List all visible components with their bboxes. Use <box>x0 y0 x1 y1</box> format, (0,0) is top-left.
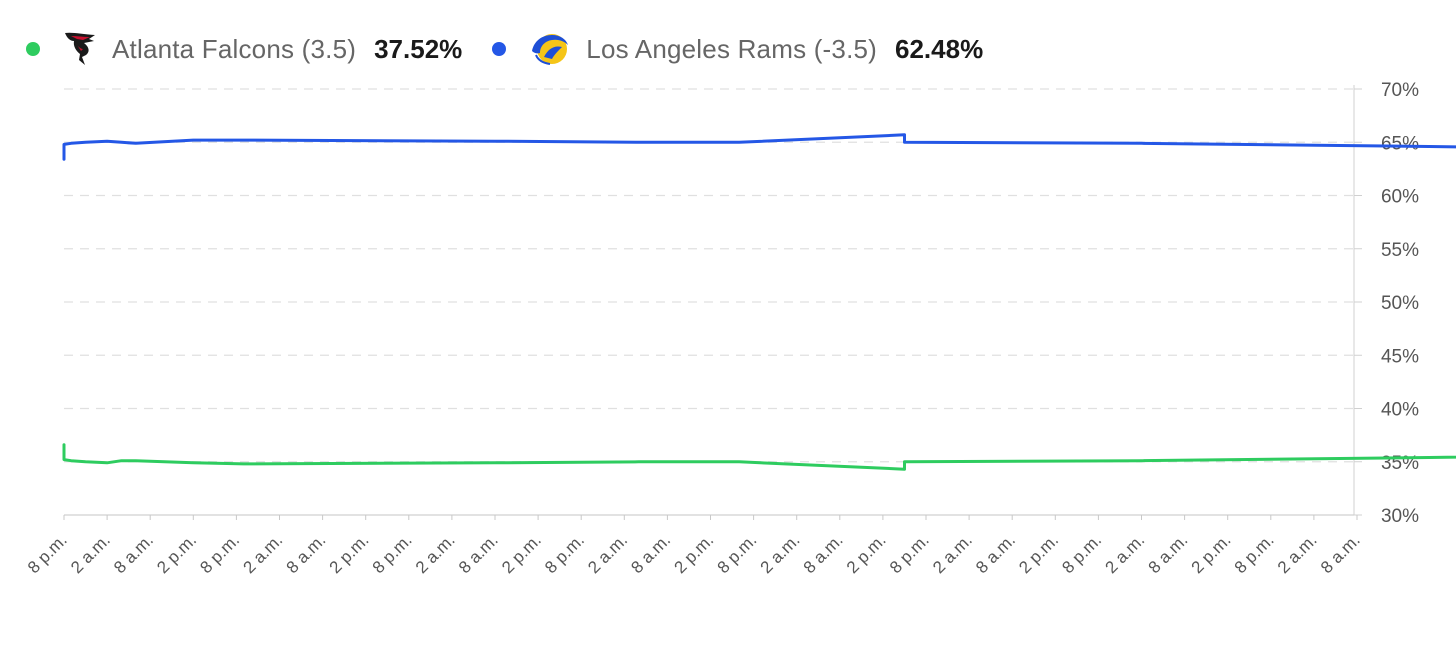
y-tick-label: 35% <box>1381 453 1419 474</box>
x-tick-label: 8 p.m. <box>714 530 761 577</box>
x-tick-label: 8 p.m. <box>886 530 933 577</box>
x-tick-label: 2 p.m. <box>1188 530 1235 577</box>
y-tick-label: 40% <box>1381 400 1419 421</box>
y-tick-label: 55% <box>1381 240 1419 261</box>
x-tick-label: 8 p.m. <box>1058 530 1105 577</box>
x-tick-label: 8 p.m. <box>196 530 243 577</box>
x-tick-label: 2 a.m. <box>412 530 459 577</box>
x-axis-ticks: 8 p.m.2 a.m.8 a.m.2 p.m.8 p.m.2 a.m.8 a.… <box>24 515 1364 577</box>
series-line-rams[interactable] <box>62 133 1456 189</box>
x-tick-label: 2 a.m. <box>929 530 976 577</box>
x-tick-label: 2 a.m. <box>1274 530 1321 577</box>
x-tick-label: 8 a.m. <box>283 530 330 577</box>
x-tick-label: 2 a.m. <box>1101 530 1148 577</box>
x-tick-label: 8 p.m. <box>369 530 416 577</box>
x-tick-label: 2 a.m. <box>67 530 114 577</box>
x-tick-label: 8 a.m. <box>627 530 674 577</box>
legend-value-rams: 62.48% <box>895 33 984 64</box>
rams-logo-icon <box>532 34 569 65</box>
legend-item-rams[interactable]: Los Angeles Rams (-3.5) 62.48% <box>492 29 983 69</box>
y-axis-ticks: 70% 65% 60% 55% 50% 45% 40% 35% 30% <box>1354 80 1419 527</box>
y-tick-label: 70% <box>1381 80 1419 101</box>
x-tick-label: 8 p.m. <box>541 530 588 577</box>
legend-dot-rams <box>492 42 507 56</box>
x-tick-label: 2 p.m. <box>843 530 890 577</box>
series-lines <box>62 133 1456 471</box>
x-tick-label: 8 a.m. <box>800 530 847 577</box>
x-tick-label: 2 a.m. <box>584 530 631 577</box>
legend: Atlanta Falcons (3.5) 37.52% Los Angeles… <box>26 24 1013 74</box>
legend-item-falcons[interactable]: Atlanta Falcons (3.5) 37.52% <box>26 29 462 69</box>
legend-label-rams: Los Angeles Rams (-3.5) <box>586 33 878 64</box>
x-tick-label: 8 a.m. <box>110 530 157 577</box>
x-tick-label: 8 a.m. <box>1317 530 1364 577</box>
y-tick-label: 30% <box>1381 506 1419 527</box>
y-tick-label: 65% <box>1381 133 1419 154</box>
x-tick-label: 8 a.m. <box>455 530 502 577</box>
y-tick-label: 60% <box>1381 187 1419 208</box>
x-tick-label: 2 p.m. <box>153 530 200 577</box>
legend-value-falcons: 37.52% <box>374 33 463 64</box>
x-tick-label: 8 p.m. <box>1231 530 1278 577</box>
x-tick-label: 2 p.m. <box>670 530 717 577</box>
y-tick-label: 50% <box>1381 293 1419 314</box>
x-tick-label: 2 p.m. <box>326 530 373 577</box>
falcons-logo-icon <box>65 32 95 65</box>
x-tick-label: 8 a.m. <box>1145 530 1192 577</box>
y-tick-label: 45% <box>1381 346 1419 367</box>
x-tick-label: 8 p.m. <box>24 530 71 577</box>
series-line-falcons[interactable] <box>62 415 1456 471</box>
legend-label-falcons: Atlanta Falcons (3.5) <box>112 33 357 64</box>
x-tick-label: 2 p.m. <box>498 530 545 577</box>
x-tick-label: 2 p.m. <box>1015 530 1062 577</box>
x-tick-label: 8 a.m. <box>972 530 1019 577</box>
gridlines <box>64 88 1354 516</box>
x-tick-label: 2 a.m. <box>239 530 286 577</box>
legend-dot-falcons <box>26 42 40 56</box>
x-tick-label: 2 a.m. <box>757 530 804 577</box>
